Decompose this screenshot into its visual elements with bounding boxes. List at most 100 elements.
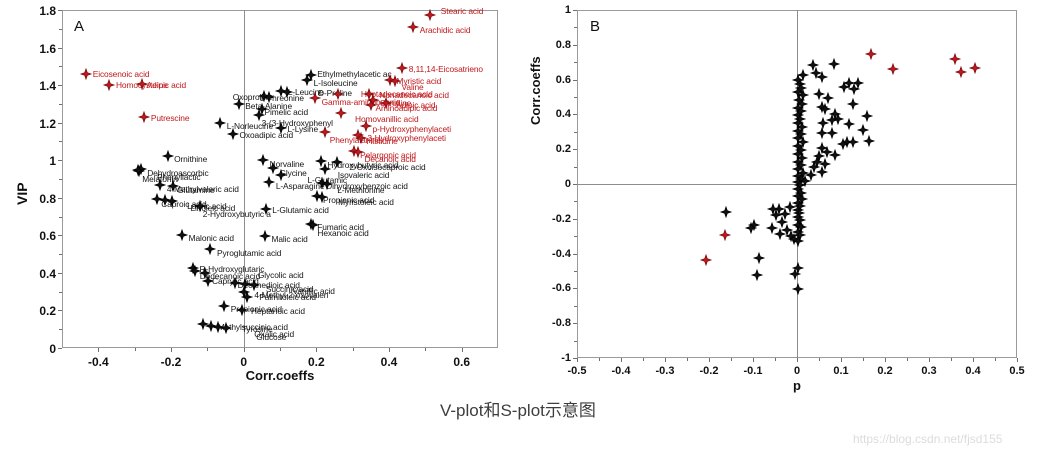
point-label: Nonadecanoic acid <box>379 89 449 100</box>
point-label: Isovaleric acid <box>337 169 390 180</box>
point-label: Dodecanoic acid <box>199 271 261 282</box>
data-point <box>211 321 224 334</box>
panel-a-plot-area <box>62 10 498 348</box>
data-point-highlighted <box>406 21 420 34</box>
y-minor-tick <box>574 27 577 29</box>
x-tick <box>98 348 100 352</box>
y-tick <box>573 288 577 290</box>
point-label: 8,11,14-Eicosatrieno <box>408 63 483 74</box>
y-minor-tick <box>59 66 62 68</box>
data-point <box>314 155 328 168</box>
point-label: L-Leucine <box>287 86 324 97</box>
y-tick-label: 0.4 <box>555 108 571 121</box>
y-tick <box>573 184 577 185</box>
data-point <box>226 128 240 141</box>
y-minor-tick <box>574 236 577 238</box>
panel-b-yaxis-title: Corr.coeffs <box>528 56 543 125</box>
point-label: Heptanoic acid <box>250 305 305 316</box>
point-label: 3-Hydroxyphenylaceti <box>367 133 446 144</box>
point-label: Pimelic acid <box>264 106 309 117</box>
x-tick-label: 0.4 <box>380 355 398 369</box>
data-point-highlighted <box>968 61 982 74</box>
data-point-highlighted <box>135 78 149 91</box>
y-tick-label: 0 <box>49 342 56 356</box>
data-point <box>330 155 344 169</box>
point-label: Methylsuccinic acid <box>217 321 288 332</box>
point-label: Succinic acid <box>265 284 314 295</box>
watermark: https://blog.csdn.net/fjsd155 <box>853 432 1003 446</box>
data-point <box>852 77 865 90</box>
point-label: Decanedioic acid <box>237 280 300 291</box>
x-tick-label: -0.2 <box>160 355 182 369</box>
data-point <box>263 91 276 104</box>
x-tick-label: -0.5 <box>567 365 587 377</box>
data-point <box>219 322 232 335</box>
x-tick-label: -0.2 <box>699 365 719 377</box>
x-tick-label: -0.3 <box>655 365 675 377</box>
data-point <box>199 266 212 279</box>
point-label: Malonic acid <box>188 233 234 244</box>
data-point <box>196 317 210 331</box>
y-tick-label: 0.8 <box>39 191 56 206</box>
point-label: Vanillic acid <box>292 286 335 297</box>
data-point <box>204 319 218 333</box>
y-minor-tick <box>59 291 62 293</box>
y-tick <box>58 47 62 49</box>
y-minor-tick <box>59 216 62 218</box>
point-label: Ornithine <box>174 154 208 165</box>
point-label: L-Threonine <box>259 92 304 103</box>
data-point-highlighted <box>424 8 437 22</box>
y-tick-label: -1 <box>561 352 571 364</box>
data-point-highlighted <box>379 96 392 110</box>
y-tick-label: 0.6 <box>39 229 56 244</box>
data-point <box>778 207 792 220</box>
data-point <box>300 73 314 87</box>
data-point <box>847 82 861 96</box>
x-tick-label: 0.6 <box>453 355 470 369</box>
x-tick <box>753 358 754 362</box>
data-point <box>239 277 252 290</box>
data-point <box>796 68 809 81</box>
data-point <box>315 176 328 189</box>
x-minor-tick <box>775 358 776 361</box>
point-label: Hexanoic acid <box>317 227 369 238</box>
data-point <box>765 222 779 235</box>
point-label: Glycine <box>279 168 307 179</box>
data-point <box>752 251 765 265</box>
panel-a-v-plot: A -0.4 -0.2 0 0.2 0.4 0.6 0 0.2 0.4 0.6 0.8 1 1.2 1.4… <box>0 0 510 400</box>
data-point <box>745 221 758 234</box>
point-label: Aminoadipic acid <box>375 102 438 113</box>
panel-a-xaxis-title: Corr.coeffs <box>245 368 315 383</box>
x-tick <box>973 358 974 362</box>
point-label: L-Asparagine <box>275 180 325 191</box>
point-label: 2-Oxoisocaproic acid <box>349 162 426 173</box>
data-point <box>791 262 804 275</box>
point-label: Oxoadipic acid <box>239 129 294 140</box>
data-point <box>158 193 171 207</box>
y-tick <box>573 44 577 46</box>
data-point <box>315 190 328 204</box>
y-tick-label: 0.2 <box>555 143 571 156</box>
data-point <box>310 190 323 203</box>
y-tick <box>58 160 62 162</box>
data-point <box>175 228 189 242</box>
data-point <box>750 268 764 281</box>
y-tick-label: 1.2 <box>39 116 56 131</box>
x-tick <box>797 358 798 362</box>
point-label: Arachidic acid <box>419 24 471 35</box>
data-point <box>258 90 271 103</box>
point-label: Dehydroascorbic <box>147 167 209 178</box>
data-point <box>188 264 202 278</box>
y-minor-tick <box>574 131 577 133</box>
point-label: R-Hydroxyglutaric <box>199 264 265 275</box>
point-label: Oxoproline <box>232 91 273 102</box>
point-label: L-Isoleucine <box>313 78 358 89</box>
data-point <box>808 161 821 174</box>
data-point <box>773 227 787 240</box>
data-point-highlighted <box>103 78 116 92</box>
x-tick <box>389 348 390 352</box>
y-tick-label: 0 <box>564 178 571 190</box>
x-minor-tick <box>907 358 908 361</box>
point-label: Histidine <box>366 135 398 146</box>
data-point <box>827 58 840 71</box>
